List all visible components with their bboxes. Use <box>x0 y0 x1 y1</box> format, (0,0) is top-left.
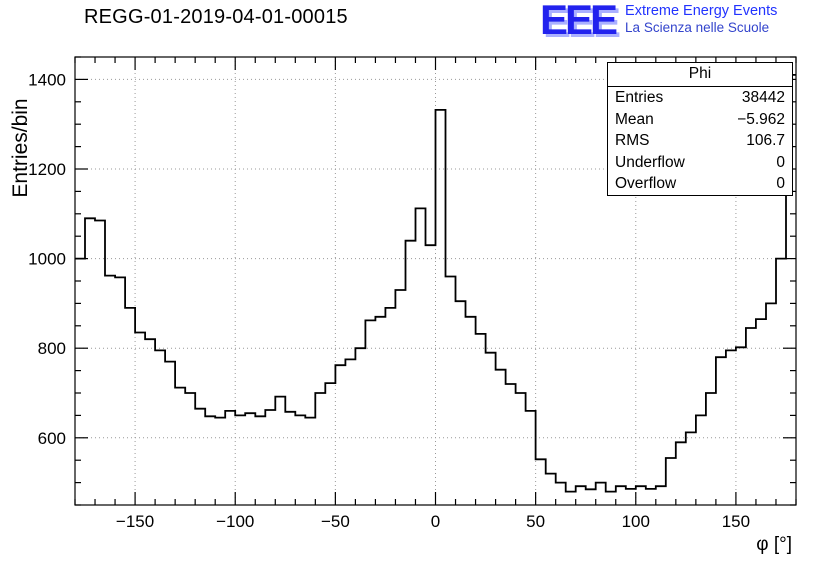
stats-row: Mean −5.962 <box>608 109 792 131</box>
stats-row-value: 106.7 <box>746 132 785 149</box>
svg-text:−100: −100 <box>216 512 254 531</box>
eee-logo-text: EEE <box>540 0 618 43</box>
stats-row: RMS 106.7 <box>608 130 792 152</box>
svg-text:800: 800 <box>38 339 66 358</box>
stats-row: Underflow 0 <box>608 152 792 174</box>
stats-row-label: Underflow <box>615 153 685 171</box>
histogram-line <box>75 74 796 493</box>
axis-tick-labels: −150 −100 −50 0 50 100 150 600 800 1000 1200 1400 <box>28 70 750 531</box>
stats-row-value: 0 <box>776 153 785 171</box>
svg-text:−150: −150 <box>116 512 154 531</box>
stats-title: Phi <box>608 63 792 87</box>
svg-text:−50: −50 <box>321 512 350 531</box>
plot-title: REGG-01-2019-04-01-00015 <box>84 6 348 28</box>
stats-row-value: −5.962 <box>737 110 785 128</box>
eee-logo-subtitle: Extreme Energy Events La Scienza nelle S… <box>625 3 777 36</box>
stats-row-label: Overflow <box>615 175 677 192</box>
svg-text:1000: 1000 <box>28 250 66 269</box>
svg-text:100: 100 <box>622 512 650 531</box>
svg-text:50: 50 <box>526 512 545 531</box>
stats-rows: Entries 38442 Mean −5.962 RMS 106.7 Underflow 0… <box>608 87 792 195</box>
stats-row-value: 0 <box>776 175 785 192</box>
svg-text:1200: 1200 <box>28 160 66 179</box>
stats-row: Entries 38442 <box>608 87 792 109</box>
stats-row-label: Mean <box>615 110 654 128</box>
stats-row: Overflow 0 <box>608 173 792 195</box>
stats-row-label: Entries <box>615 89 664 106</box>
logo-line1: Extreme Energy Events <box>625 3 778 19</box>
stats-box: Phi Entries 38442 Mean −5.962 RMS 106.7 Underf… <box>607 62 793 196</box>
stats-row-value: 38442 <box>741 89 785 106</box>
svg-text:0: 0 <box>431 512 440 531</box>
svg-text:600: 600 <box>38 429 66 448</box>
logo-line2: La Scienza nelle Scuole <box>625 20 770 35</box>
stats-row-label: RMS <box>615 132 650 149</box>
svg-text:1400: 1400 <box>28 70 66 89</box>
y-axis-label: Entries/bin <box>9 98 32 197</box>
svg-text:150: 150 <box>722 512 750 531</box>
x-axis-label: φ [°] <box>756 534 792 555</box>
eee-logo: EEE Extreme Energy Events La Scienza nel… <box>540 0 777 43</box>
